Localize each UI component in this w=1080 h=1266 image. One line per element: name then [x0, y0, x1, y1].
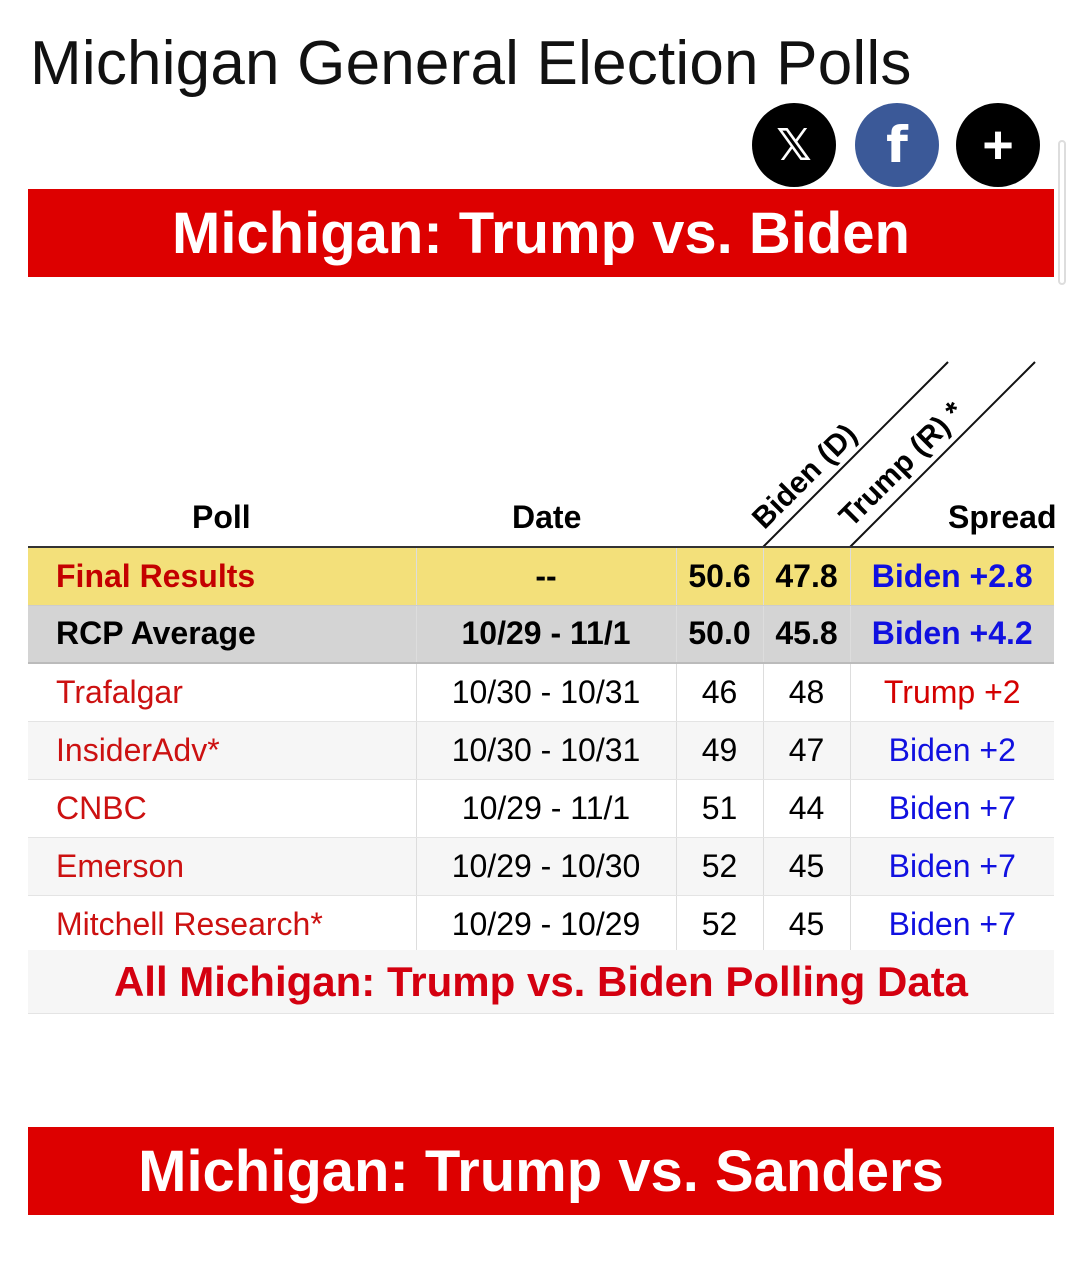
table-row: Trafalgar 10/30 - 10/31 46 48 Trump +2	[28, 663, 1054, 722]
share-more-button[interactable]: +	[956, 103, 1040, 187]
poll-trump: 47	[763, 721, 851, 780]
poll-date: 10/30 - 10/31	[416, 721, 677, 780]
rcp-average-date: 10/29 - 11/1	[416, 605, 677, 664]
poll-trump: 45	[763, 895, 851, 954]
poll-biden: 46	[676, 663, 764, 722]
race-banner-trump-sanders: Michigan: Trump vs. Sanders	[28, 1127, 1054, 1215]
table-row: Mitchell Research* 10/29 - 10/29 52 45 B…	[28, 895, 1054, 954]
rcp-average-trump: 45.8	[763, 605, 851, 664]
poll-biden: 52	[676, 837, 764, 896]
share-x-button[interactable]: 𝕏	[752, 103, 836, 187]
share-facebook-button[interactable]: f	[855, 103, 939, 187]
poll-link[interactable]: CNBC	[28, 779, 417, 838]
rcp-average-spread: Biden +4.2	[850, 605, 1054, 664]
poll-trump: 44	[763, 779, 851, 838]
final-results-spread: Biden +2.8	[850, 546, 1054, 606]
plus-icon: +	[982, 115, 1014, 175]
all-polling-data-link[interactable]: All Michigan: Trump vs. Biden Polling Da…	[28, 950, 1054, 1014]
rcp-average-label: RCP Average	[28, 605, 417, 664]
polls-table: Final Results -- 50.6 47.8 Biden +2.8 RC…	[28, 546, 1054, 954]
header-poll: Poll	[192, 499, 251, 535]
page-title: Michigan General Election Polls	[30, 29, 912, 98]
x-logo-icon: 𝕏	[776, 120, 812, 170]
final-results-date: --	[416, 546, 677, 606]
poll-date: 10/29 - 11/1	[416, 779, 677, 838]
poll-link[interactable]: Emerson	[28, 837, 417, 896]
poll-spread: Biden +2	[850, 721, 1054, 780]
table-row: InsiderAdv* 10/30 - 10/31 49 47 Biden +2	[28, 721, 1054, 780]
poll-spread: Biden +7	[850, 779, 1054, 838]
poll-link[interactable]: InsiderAdv*	[28, 721, 417, 780]
rcp-average-biden: 50.0	[676, 605, 764, 664]
final-results-row: Final Results -- 50.6 47.8 Biden +2.8	[28, 546, 1054, 606]
share-bar: 𝕏 f +	[752, 103, 1042, 187]
poll-spread: Biden +7	[850, 837, 1054, 896]
header-spread: Spread	[948, 499, 1057, 535]
facebook-logo-icon: f	[886, 116, 908, 174]
rcp-average-row: RCP Average 10/29 - 11/1 50.0 45.8 Biden…	[28, 605, 1054, 664]
header-date: Date	[512, 499, 582, 535]
final-results-trump: 47.8	[763, 546, 851, 606]
table-row: Emerson 10/29 - 10/30 52 45 Biden +7	[28, 837, 1054, 896]
poll-trump: 48	[763, 663, 851, 722]
poll-link[interactable]: Trafalgar	[28, 663, 417, 722]
poll-spread: Trump +2	[850, 663, 1054, 722]
final-results-label: Final Results	[28, 546, 417, 606]
poll-spread: Biden +7	[850, 895, 1054, 954]
poll-link[interactable]: Mitchell Research*	[28, 895, 417, 954]
poll-biden: 49	[676, 721, 764, 780]
poll-biden: 52	[676, 895, 764, 954]
race-banner-trump-biden: Michigan: Trump vs. Biden	[28, 189, 1054, 277]
final-results-biden: 50.6	[676, 546, 764, 606]
poll-date: 10/30 - 10/31	[416, 663, 677, 722]
scrollbar[interactable]	[1058, 140, 1066, 285]
poll-biden: 51	[676, 779, 764, 838]
poll-trump: 45	[763, 837, 851, 896]
poll-date: 10/29 - 10/29	[416, 895, 677, 954]
poll-date: 10/29 - 10/30	[416, 837, 677, 896]
table-row: CNBC 10/29 - 11/1 51 44 Biden +7	[28, 779, 1054, 838]
